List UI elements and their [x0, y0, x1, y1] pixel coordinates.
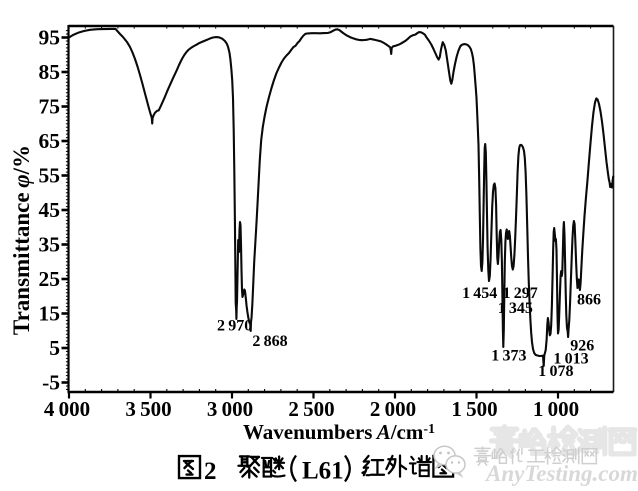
svg-text:AnyTesting.com: AnyTesting.com	[484, 461, 638, 486]
svg-text:45: 45	[39, 198, 61, 222]
svg-text:4 000: 4 000	[44, 397, 90, 421]
svg-text:Wavenumbers A/cm-1: Wavenumbers A/cm-1	[243, 420, 435, 444]
svg-text:65: 65	[39, 129, 61, 153]
svg-text:L61: L61	[302, 458, 344, 485]
svg-text:85: 85	[39, 60, 61, 84]
svg-text:3 500: 3 500	[125, 397, 171, 421]
svg-text:926: 926	[570, 338, 594, 355]
svg-text:1 500: 1 500	[451, 397, 497, 421]
svg-text:1 000: 1 000	[533, 397, 579, 421]
svg-text:5: 5	[49, 336, 60, 360]
svg-text:1 013: 1 013	[553, 351, 588, 368]
svg-text:1 345: 1 345	[498, 300, 533, 317]
svg-text:35: 35	[39, 233, 61, 257]
svg-text:25: 25	[39, 267, 61, 291]
svg-text:1 078: 1 078	[538, 363, 573, 380]
svg-text:2 000: 2 000	[370, 397, 416, 421]
svg-text:95: 95	[39, 26, 61, 50]
svg-text:2 500: 2 500	[288, 397, 334, 421]
svg-text:2: 2	[204, 458, 217, 485]
svg-text:866: 866	[577, 292, 601, 309]
svg-text:-5: -5	[42, 371, 60, 395]
svg-text:Transmittance φ/%: Transmittance φ/%	[9, 145, 34, 335]
svg-text:3 000: 3 000	[207, 397, 253, 421]
svg-text:55: 55	[39, 164, 61, 188]
svg-text:75: 75	[39, 95, 61, 119]
svg-text:1 373: 1 373	[491, 348, 526, 365]
svg-text:15: 15	[39, 302, 61, 326]
svg-text:2 868: 2 868	[252, 333, 287, 350]
svg-text:2 970: 2 970	[217, 318, 252, 335]
svg-text:1 454: 1 454	[462, 285, 497, 302]
